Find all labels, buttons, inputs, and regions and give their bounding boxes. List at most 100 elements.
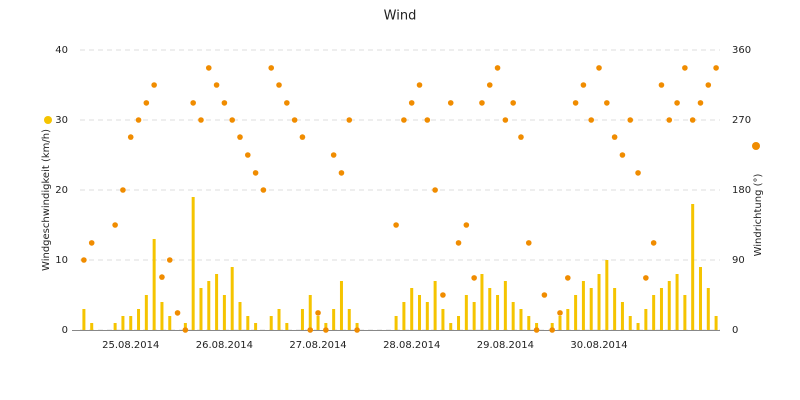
point	[440, 292, 446, 298]
bar	[254, 323, 258, 330]
y-tick-label: 20	[55, 185, 68, 196]
point	[713, 65, 719, 71]
point	[330, 152, 337, 158]
bar	[636, 323, 640, 330]
point	[588, 117, 595, 123]
bar	[277, 309, 281, 330]
point	[408, 100, 415, 106]
bar	[425, 302, 429, 330]
point	[198, 117, 204, 123]
point	[494, 65, 501, 71]
bar	[698, 267, 702, 330]
point	[354, 327, 360, 333]
point	[299, 134, 306, 140]
point	[502, 117, 509, 123]
bar	[511, 302, 515, 330]
point	[541, 292, 548, 298]
point	[635, 170, 641, 176]
bar	[659, 288, 663, 330]
bar	[129, 316, 133, 330]
bar	[269, 316, 273, 330]
point	[611, 134, 618, 140]
bar	[82, 309, 86, 330]
point	[174, 310, 181, 316]
point	[112, 222, 118, 228]
point	[245, 152, 251, 158]
point	[315, 310, 321, 316]
point	[205, 65, 212, 71]
point	[424, 117, 431, 123]
bar	[480, 274, 484, 330]
bar	[402, 302, 406, 330]
bar	[222, 295, 226, 330]
legend-marker	[44, 116, 52, 124]
y-tick-label: 40	[55, 45, 68, 56]
chart-title: Wind	[384, 9, 417, 24]
point	[705, 82, 712, 88]
point	[666, 117, 673, 123]
point	[159, 274, 165, 280]
point	[650, 240, 657, 246]
bar	[652, 295, 656, 330]
bar	[183, 323, 187, 330]
bar	[441, 309, 445, 330]
x-tick-label: 25.08.2014	[102, 340, 159, 351]
bar	[464, 295, 468, 330]
bar	[339, 281, 343, 330]
point	[276, 82, 282, 88]
y2-tick-label: 270	[732, 115, 751, 126]
bar	[488, 288, 492, 330]
bar	[207, 281, 211, 330]
bar	[667, 281, 671, 330]
bar	[597, 274, 601, 330]
point	[401, 117, 407, 123]
point	[471, 275, 477, 281]
point	[88, 240, 95, 246]
bar	[113, 323, 117, 330]
point	[479, 100, 485, 106]
bar	[496, 295, 500, 330]
point	[596, 65, 602, 71]
point	[393, 222, 399, 228]
point	[658, 82, 665, 88]
bar	[152, 239, 156, 330]
point	[338, 170, 345, 176]
point	[190, 100, 196, 106]
bar	[581, 281, 585, 330]
bar	[535, 323, 539, 330]
point	[580, 82, 587, 88]
point	[525, 240, 532, 246]
point	[416, 82, 423, 88]
point	[143, 100, 150, 106]
point	[455, 240, 462, 246]
point	[549, 327, 555, 333]
point	[346, 117, 353, 123]
y2-tick-label: 90	[732, 255, 745, 266]
point	[432, 187, 438, 193]
legend-marker	[752, 142, 760, 150]
y-axis-title: Windgeschwindigkeit (km/h)	[41, 129, 52, 271]
bar	[527, 316, 531, 330]
bar	[418, 295, 422, 330]
bar	[137, 309, 141, 330]
point	[689, 117, 696, 123]
point	[291, 117, 298, 123]
bar	[472, 302, 476, 330]
point	[268, 65, 275, 71]
y2-tick-label: 360	[732, 45, 751, 56]
point	[627, 117, 634, 123]
point	[510, 100, 516, 106]
bar	[644, 309, 648, 330]
bar	[90, 323, 94, 330]
x-tick-label: 27.08.2014	[289, 340, 346, 351]
point	[221, 100, 228, 106]
bar	[238, 302, 242, 330]
bar	[355, 323, 359, 330]
bar	[457, 316, 461, 330]
point	[486, 82, 493, 88]
bar	[519, 309, 523, 330]
bar	[683, 295, 687, 330]
point	[533, 327, 540, 333]
